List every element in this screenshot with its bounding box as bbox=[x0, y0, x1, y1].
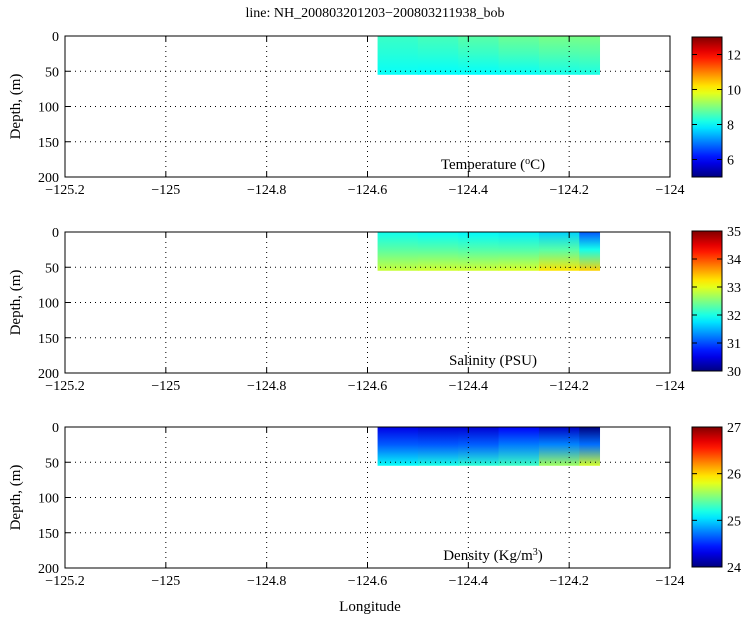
y-tick-label: 100 bbox=[38, 492, 59, 507]
colorbar-tick-label: 27 bbox=[727, 421, 741, 436]
salinity-field-cell bbox=[579, 232, 601, 271]
density-label: Density (Kg/m3) bbox=[443, 547, 543, 565]
colorbar-tick-label: 12 bbox=[727, 49, 741, 64]
colorbar-tick-label: 33 bbox=[727, 281, 741, 296]
x-tick-label: −124.8 bbox=[247, 379, 286, 394]
y-tick-label: 200 bbox=[38, 171, 59, 186]
density-field-cell bbox=[498, 427, 540, 466]
y-tick-label: 150 bbox=[38, 527, 59, 542]
y-tick-label: 200 bbox=[38, 367, 59, 382]
x-tick-label: −124 bbox=[656, 574, 685, 589]
colorbar-tick-label: 25 bbox=[727, 514, 741, 529]
salinity-field-cell bbox=[458, 232, 500, 271]
x-tick-label: −125.2 bbox=[45, 379, 84, 394]
y-tick-label: 0 bbox=[52, 421, 59, 436]
density-field-cell bbox=[458, 427, 500, 466]
colorbar-tick-label: 31 bbox=[727, 337, 741, 352]
y-tick-label: 0 bbox=[52, 226, 59, 241]
salinity-field-cell bbox=[498, 232, 540, 271]
y-tick-label: 100 bbox=[38, 101, 59, 116]
colorbar-tick-label: 24 bbox=[727, 561, 741, 576]
y-tick-label: 50 bbox=[45, 261, 59, 276]
colorbar-tick-label: 26 bbox=[727, 468, 741, 483]
density-field-cell bbox=[417, 427, 459, 466]
temperature-colorbar bbox=[692, 37, 722, 177]
chart-title: line: NH_200803201203−200803211938_bob bbox=[246, 6, 505, 21]
colorbar-tick-label: 30 bbox=[727, 365, 741, 380]
temperature-field-cell bbox=[417, 36, 459, 75]
y-tick-label: 150 bbox=[38, 136, 59, 151]
salinity-field-cell bbox=[417, 232, 459, 271]
y-tick-label: 100 bbox=[38, 297, 59, 312]
colorbar-tick-label: 8 bbox=[727, 119, 734, 134]
y-tick-label: 0 bbox=[52, 30, 59, 45]
y-tick-label: 200 bbox=[38, 562, 59, 577]
colorbar-tick-label: 35 bbox=[727, 225, 741, 240]
x-tick-label: −124 bbox=[656, 379, 685, 394]
density-field-cell bbox=[377, 427, 419, 466]
y-tick-label: 150 bbox=[38, 332, 59, 347]
x-tick-label: −125 bbox=[151, 379, 180, 394]
x-tick-label: −124.6 bbox=[348, 574, 387, 589]
salinity-label: Salinity (PSU) bbox=[449, 353, 537, 369]
density-field-cell bbox=[538, 427, 580, 466]
salinity-field-cell bbox=[377, 232, 419, 271]
x-tick-label: −124.8 bbox=[247, 183, 286, 198]
temperature-field-cell bbox=[538, 36, 580, 75]
y-axis-label: Depth, (m) bbox=[8, 74, 24, 140]
x-tick-label: −124.4 bbox=[449, 183, 488, 198]
x-tick-label: −124.2 bbox=[549, 574, 588, 589]
temperature-label: Temperature (oC) bbox=[441, 156, 545, 174]
temperature-field-cell bbox=[579, 36, 601, 75]
colorbar-tick-label: 32 bbox=[727, 309, 741, 324]
salinity-field-cell bbox=[538, 232, 580, 271]
panel-temperature: −125.2 −125 −124.8 −124.6 −124.4 −124.2 −124 0 5… bbox=[8, 30, 741, 198]
colorbar-frame bbox=[691, 230, 723, 372]
colorbar-frame bbox=[691, 36, 723, 178]
panel-salinity: −125.2 −125 −124.8 −124.6 −124.4 −124.2 −124 0 5… bbox=[8, 225, 741, 394]
temperature-field-cell bbox=[458, 36, 500, 75]
colorbar-tick-label: 34 bbox=[727, 253, 741, 268]
panel-density: −125.2 −125 −124.8 −124.6 −124.4 −124.2 −124 0 5… bbox=[8, 421, 741, 589]
colorbar-frame bbox=[691, 426, 723, 568]
colorbar-tick-label: 6 bbox=[727, 154, 734, 169]
x-tick-label: −125 bbox=[151, 574, 180, 589]
panels: −125.2 −125 −124.8 −124.6 −124.4 −124.2 −124 0 5… bbox=[8, 30, 741, 589]
x-tick-label: −125.2 bbox=[45, 183, 84, 198]
y-tick-label: 50 bbox=[45, 456, 59, 471]
x-tick-label: −125.2 bbox=[45, 574, 84, 589]
salinity-colorbar bbox=[692, 231, 722, 371]
density-field-cell bbox=[579, 427, 601, 466]
temperature-field-cell bbox=[377, 36, 419, 75]
x-tick-label: −124.6 bbox=[348, 183, 387, 198]
y-axis-label: Depth, (m) bbox=[8, 465, 24, 531]
x-tick-label: −125 bbox=[151, 183, 180, 198]
y-axis-label: Depth, (m) bbox=[8, 270, 24, 336]
colorbar-tick-label: 10 bbox=[727, 84, 741, 99]
temperature-field-cell bbox=[498, 36, 540, 75]
x-tick-label: −124.4 bbox=[449, 574, 488, 589]
x-tick-label: −124.2 bbox=[549, 183, 588, 198]
density-colorbar bbox=[692, 427, 722, 567]
x-tick-label: −124.4 bbox=[449, 379, 488, 394]
x-tick-label: −124.8 bbox=[247, 574, 286, 589]
y-tick-label: 50 bbox=[45, 65, 59, 80]
x-tick-label: −124 bbox=[656, 183, 685, 198]
x-axis-label: Longitude bbox=[339, 599, 401, 615]
x-tick-label: −124.6 bbox=[348, 379, 387, 394]
x-tick-label: −124.2 bbox=[549, 379, 588, 394]
